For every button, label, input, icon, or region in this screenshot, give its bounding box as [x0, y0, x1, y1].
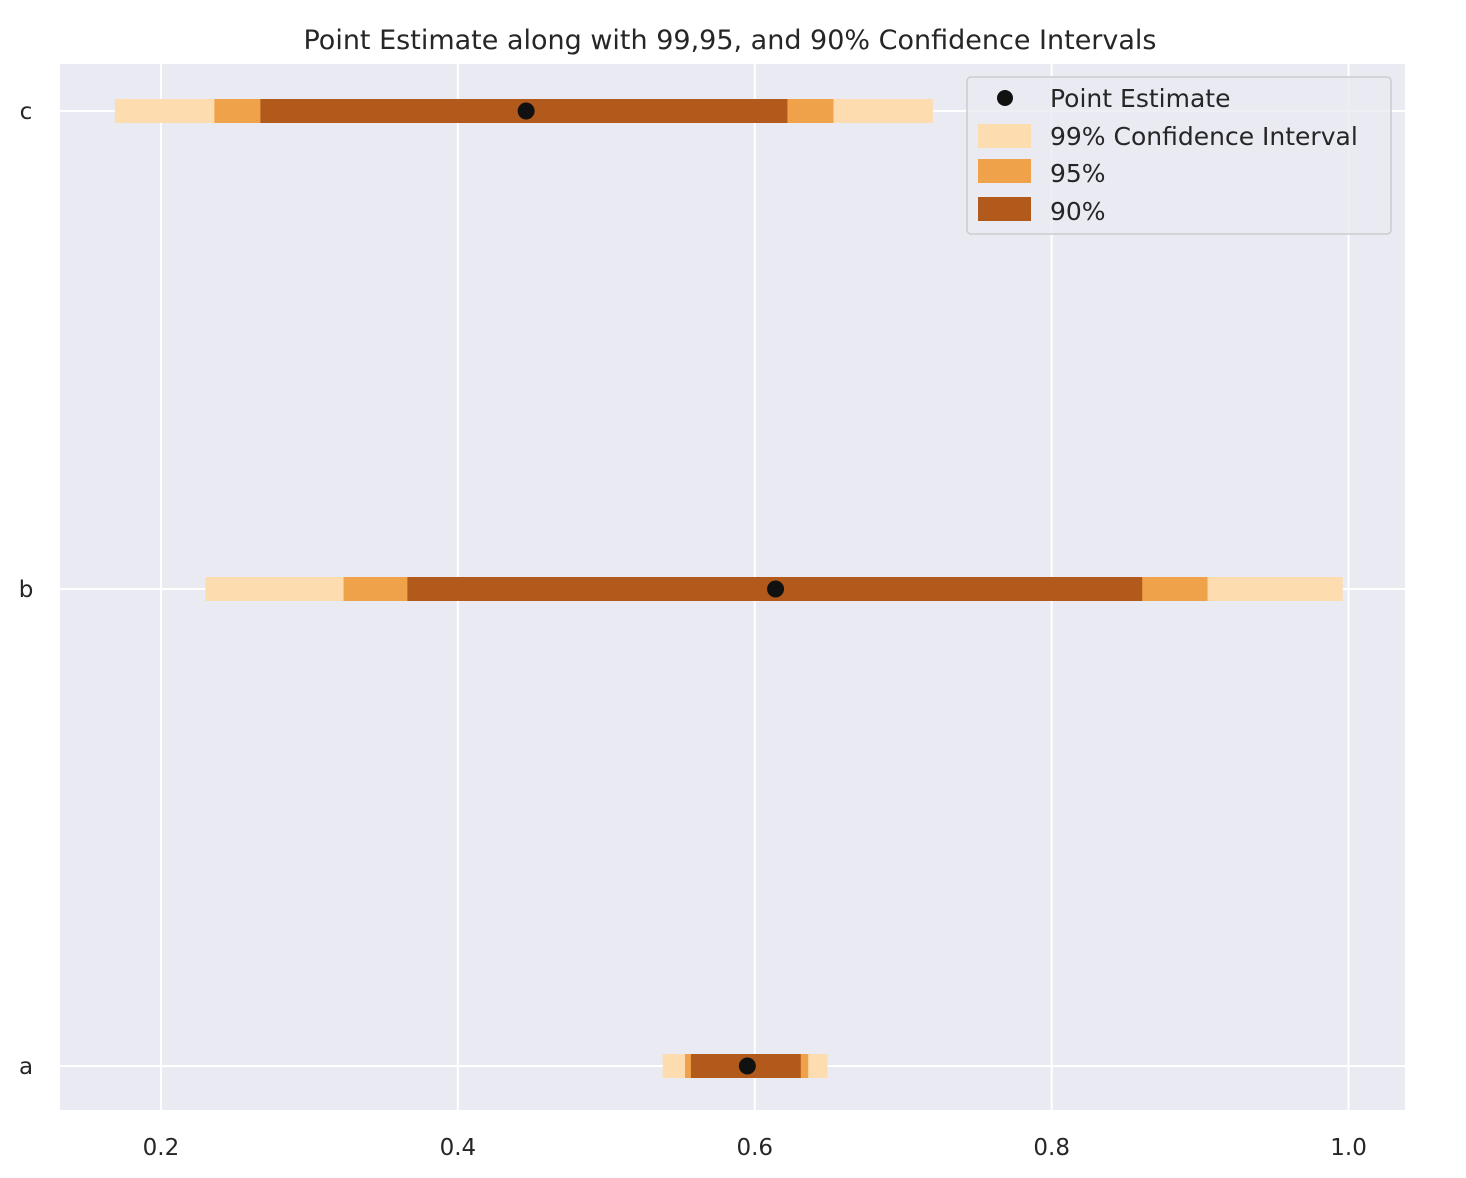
legend-label-ci99: 99% Confidence Interval [1050, 122, 1358, 151]
x-tick-label-0: 0.2 [143, 1135, 180, 1161]
interval-bars [114, 99, 1343, 1078]
legend-label-ci95: 95% [1050, 159, 1106, 188]
x-tick-label-3: 0.8 [1033, 1135, 1070, 1161]
point-estimate-c [517, 102, 535, 120]
point-estimate-a [738, 1057, 756, 1075]
x-tick-label-4: 1.0 [1330, 1135, 1367, 1161]
y-axis-tick-labels: a b c [19, 99, 34, 1080]
legend-point-marker [997, 90, 1013, 106]
legend-swatch-ci95 [978, 159, 1031, 183]
y-tick-label-a: a [19, 1054, 33, 1080]
y-tick-label-c: c [20, 99, 33, 125]
x-tick-label-2: 0.6 [736, 1135, 773, 1161]
chart-title: Point Estimate along with 99,95, and 90%… [303, 25, 1156, 56]
legend: Point Estimate 99% Confidence Interval 9… [966, 76, 1392, 235]
legend-swatch-ci90 [978, 197, 1031, 221]
legend-label-ci90: 90% [1050, 197, 1106, 226]
y-tick-label-b: b [19, 577, 34, 603]
legend-swatch-ci99 [978, 124, 1031, 148]
x-axis-tick-labels: 0.2 0.4 0.6 0.8 1.0 [143, 1135, 1367, 1161]
point-estimate-b [767, 580, 785, 598]
legend-label-point-estimate: Point Estimate [1050, 84, 1230, 113]
x-tick-label-1: 0.4 [440, 1135, 477, 1161]
legend-frame [966, 76, 1392, 235]
